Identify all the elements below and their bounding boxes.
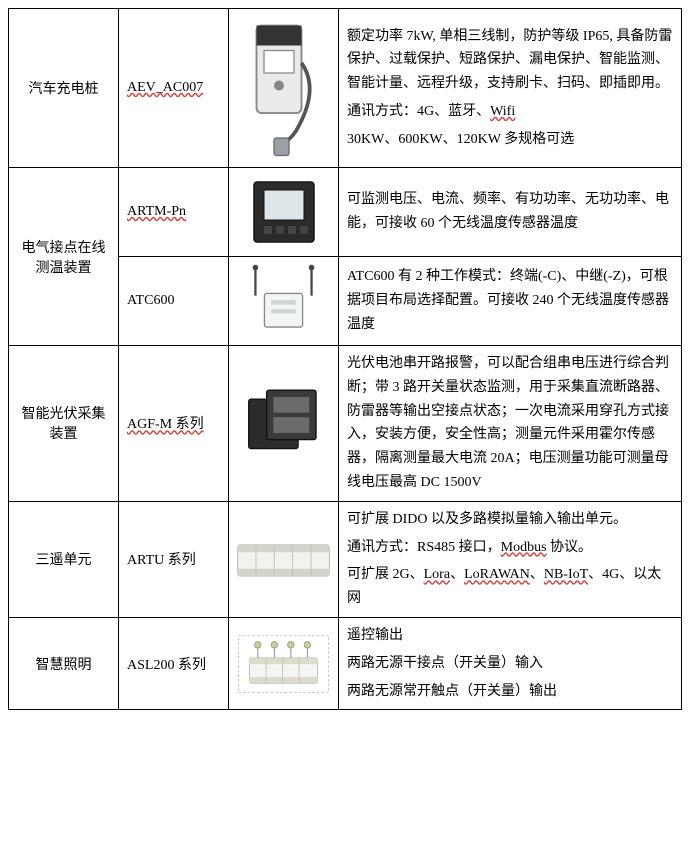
desc-line: 遥控输出 <box>347 624 673 648</box>
model-label: ARTM-Pn <box>127 204 186 219</box>
model-cell: ARTU 系列 <box>119 501 229 617</box>
description-cell: ATC600 有 2 种工作模式：终端(-C)、中继(-Z)，可根据项目布局选择… <box>339 257 682 346</box>
table-row: 智能光伏采集装置 AGF-M 系列 光伏电池串开路报警，可以配合组串电压进行综合… <box>9 346 682 502</box>
antenna-box-icon <box>233 261 334 341</box>
description-cell: 光伏电池串开路报警，可以配合组串电压进行综合判断；带 3 路开关量状态监测，用于… <box>339 346 682 502</box>
desc-line: 可扩展 2G、Lora、LoRAWAN、NB-IoT、4G、以太网 <box>347 563 673 611</box>
image-cell <box>229 346 339 502</box>
description-cell: 可监测电压、电流、频率、有功功率、无功功率、电能，可接收 60 个无线温度传感器… <box>339 168 682 257</box>
pv-collector-icon <box>233 373 334 473</box>
model-label: ARTU 系列 <box>127 553 196 568</box>
category-cell: 智慧照明 <box>9 617 119 709</box>
image-cell <box>229 9 339 168</box>
din-rail-icon <box>233 519 334 599</box>
lighting-controller-icon <box>233 624 334 704</box>
charger-icon <box>233 13 334 163</box>
description-cell: 可扩展 DIDO 以及多路模拟量输入输出单元。 通讯方式：RS485 接口，Mo… <box>339 501 682 617</box>
desc-line: 光伏电池串开路报警，可以配合组串电压进行综合判断；带 3 路开关量状态监测，用于… <box>347 352 673 495</box>
desc-line: 30KW、600KW、120KW 多规格可选 <box>347 128 673 152</box>
modbus-label: Modbus <box>501 540 547 555</box>
wifi-label: Wifi <box>490 104 515 119</box>
table-row: 三遥单元 ARTU 系列 可扩展 D <box>9 501 682 617</box>
table-row: 电气接点在线测温装置 ARTM-Pn 可监测电压、电流、频率、 <box>9 168 682 257</box>
description-cell: 遥控输出 两路无源干接点（开关量）输入 两路无源常开触点（开关量）输出 <box>339 617 682 709</box>
product-spec-table: 汽车充电桩 AEV_AC007 额定功率 7kW, 单相三线制 <box>8 8 682 710</box>
image-cell <box>229 257 339 346</box>
model-label: ASL200 系列 <box>127 658 206 673</box>
desc-line: ATC600 有 2 种工作模式：终端(-C)、中继(-Z)，可根据项目布局选择… <box>347 265 673 336</box>
table-row: 汽车充电桩 AEV_AC007 额定功率 7kW, 单相三线制 <box>9 9 682 168</box>
desc-line: 可扩展 DIDO 以及多路模拟量输入输出单元。 <box>347 508 673 532</box>
table-row: 智慧照明 ASL200 系列 <box>9 617 682 709</box>
image-cell <box>229 617 339 709</box>
model-label: ATC600 <box>127 293 174 308</box>
desc-line: 额定功率 7kW, 单相三线制，防护等级 IP65, 具备防雷保护、过载保护、短… <box>347 25 673 96</box>
model-cell: AEV_AC007 <box>119 9 229 168</box>
model-cell: ARTM-Pn <box>119 168 229 257</box>
desc-line: 可监测电压、电流、频率、有功功率、无功功率、电能，可接收 60 个无线温度传感器… <box>347 188 673 236</box>
category-cell: 汽车充电桩 <box>9 9 119 168</box>
category-cell: 电气接点在线测温装置 <box>9 168 119 346</box>
category-cell: 三遥单元 <box>9 501 119 617</box>
model-label: AGF-M 系列 <box>127 417 204 432</box>
image-cell <box>229 168 339 257</box>
model-label: AEV_AC007 <box>127 80 203 95</box>
model-cell: ASL200 系列 <box>119 617 229 709</box>
model-cell: AGF-M 系列 <box>119 346 229 502</box>
desc-line: 通讯方式：4G、蓝牙、Wifi <box>347 100 673 124</box>
model-cell: ATC600 <box>119 257 229 346</box>
desc-line: 两路无源常开触点（开关量）输出 <box>347 680 673 704</box>
image-cell <box>229 501 339 617</box>
description-cell: 额定功率 7kW, 单相三线制，防护等级 IP65, 具备防雷保护、过载保护、短… <box>339 9 682 168</box>
desc-line: 通讯方式：RS485 接口，Modbus 协议。 <box>347 536 673 560</box>
panel-meter-icon <box>233 172 334 252</box>
category-cell: 智能光伏采集装置 <box>9 346 119 502</box>
desc-line: 两路无源干接点（开关量）输入 <box>347 652 673 676</box>
